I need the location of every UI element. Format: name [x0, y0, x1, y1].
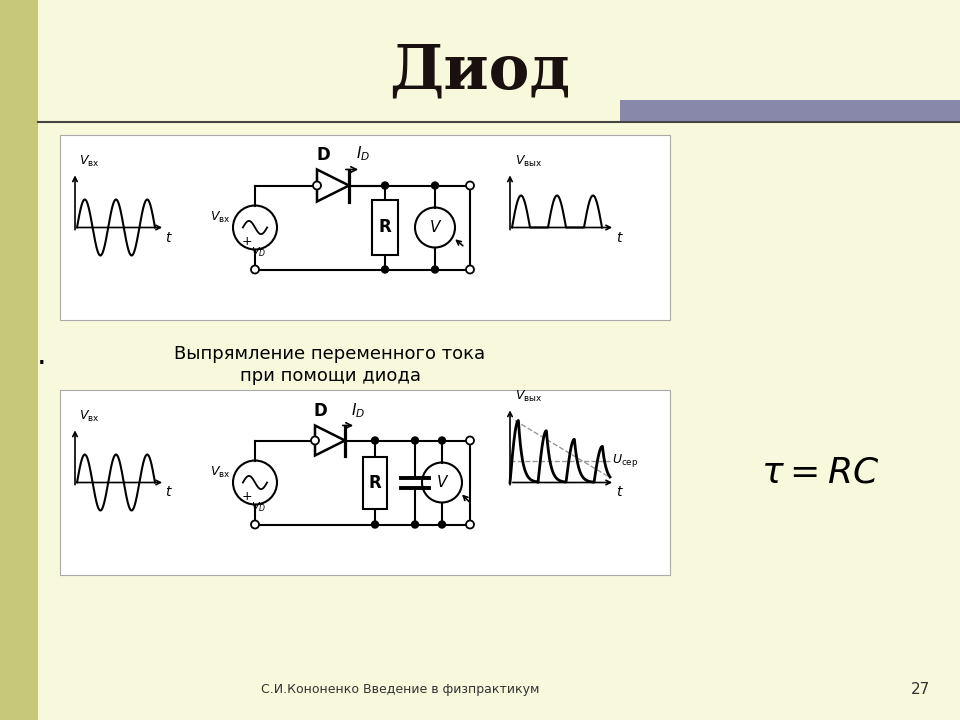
- Text: $V_{\rm вых}$: $V_{\rm вых}$: [515, 390, 542, 405]
- Text: D: D: [316, 145, 330, 163]
- Text: $V_D$: $V_D$: [252, 500, 267, 514]
- Bar: [60, 390, 670, 575]
- Circle shape: [412, 521, 419, 528]
- Text: Диод: Диод: [390, 42, 570, 102]
- Text: $t$: $t$: [165, 485, 173, 500]
- Text: $U_{\rm сер}$: $U_{\rm сер}$: [612, 452, 638, 469]
- Circle shape: [431, 266, 439, 273]
- Text: +: +: [242, 235, 252, 248]
- Text: +: +: [242, 490, 252, 503]
- Circle shape: [372, 437, 378, 444]
- Text: $V_D$: $V_D$: [252, 246, 267, 259]
- Text: V: V: [437, 475, 447, 490]
- Text: $\tau = RC$: $\tau = RC$: [761, 456, 879, 490]
- Circle shape: [431, 182, 439, 189]
- Circle shape: [412, 437, 419, 444]
- Circle shape: [381, 182, 389, 189]
- Text: $V_{\rm вх}$: $V_{\rm вх}$: [79, 154, 100, 169]
- Text: $V_{\rm вх}$: $V_{\rm вх}$: [209, 210, 230, 225]
- Circle shape: [313, 181, 321, 189]
- Circle shape: [311, 436, 319, 444]
- Polygon shape: [315, 426, 345, 456]
- Circle shape: [372, 521, 378, 528]
- Text: Выпрямление переменного тока: Выпрямление переменного тока: [175, 345, 486, 363]
- Text: R: R: [378, 218, 392, 236]
- Text: ·: ·: [37, 350, 47, 379]
- Circle shape: [251, 266, 259, 274]
- Circle shape: [251, 521, 259, 528]
- Circle shape: [466, 521, 474, 528]
- Bar: [0, 0, 38, 720]
- Text: $V_{\rm вых}$: $V_{\rm вых}$: [515, 154, 542, 169]
- Circle shape: [439, 521, 445, 528]
- Bar: [372, 200, 398, 255]
- Bar: [363, 456, 387, 508]
- Text: $I_D$: $I_D$: [351, 402, 365, 420]
- Text: $t$: $t$: [165, 230, 173, 245]
- Bar: [60, 135, 670, 320]
- Circle shape: [466, 436, 474, 444]
- Text: $t$: $t$: [616, 230, 624, 245]
- Text: D: D: [313, 402, 326, 420]
- Bar: [620, 100, 960, 122]
- Text: 27: 27: [910, 683, 929, 698]
- Text: V: V: [430, 220, 441, 235]
- Text: $t$: $t$: [616, 485, 624, 500]
- Text: $V_{\rm вх}$: $V_{\rm вх}$: [209, 465, 230, 480]
- Text: R: R: [369, 474, 381, 492]
- Circle shape: [439, 437, 445, 444]
- Circle shape: [466, 266, 474, 274]
- Circle shape: [381, 266, 389, 273]
- Text: С.И.Кононенко Введение в физпрактикум: С.И.Кононенко Введение в физпрактикум: [261, 683, 540, 696]
- Text: $V_{\rm вх}$: $V_{\rm вх}$: [79, 410, 100, 425]
- Text: $I_D$: $I_D$: [356, 145, 371, 163]
- Circle shape: [466, 181, 474, 189]
- Polygon shape: [317, 169, 349, 202]
- Text: при помощи диода: при помощи диода: [239, 367, 420, 385]
